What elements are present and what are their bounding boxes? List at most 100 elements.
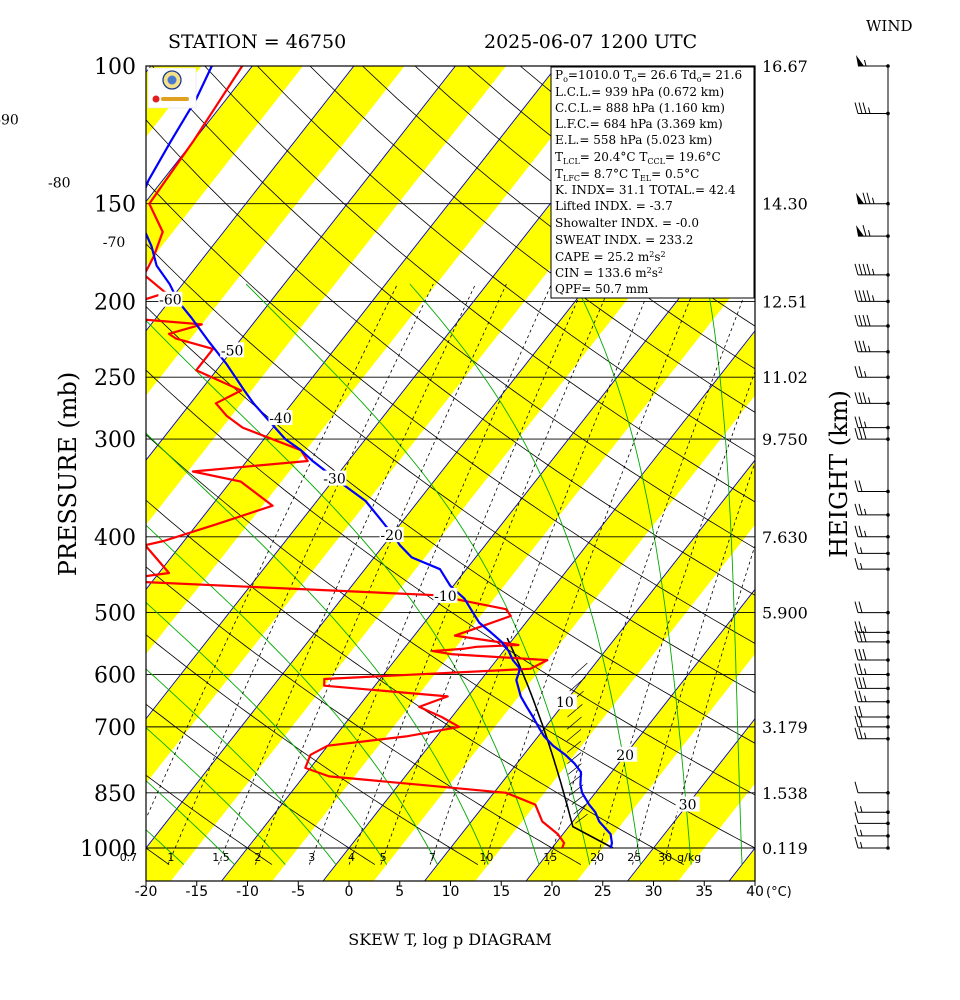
moist-adiabat: [146, 727, 286, 865]
isotherm-band: [146, 66, 608, 655]
isotherm-label-bg: [552, 694, 577, 710]
pressure-tick-label: 700: [94, 716, 136, 741]
wind-barb: [854, 503, 888, 516]
wind-barb: [854, 340, 888, 353]
mixing-ratio-line: [632, 460, 755, 865]
wind-barb: [856, 55, 888, 67]
temperature-axis: -20 -15 -10 -5 0 5 10 15 20 25 30 35 40: [135, 881, 764, 900]
x-tick-label: -20: [135, 884, 158, 900]
moist-adiabat: [146, 668, 337, 865]
isotherm-label-bg: [47, 174, 72, 190]
height-axis: 16.67 14.30 12.51 11.02 9.750 7.630 5.900 3.179…: [762, 57, 808, 858]
dry-adiabat: [146, 847, 170, 865]
isotherm-line: [424, 459, 755, 881]
wind-barb: [854, 836, 888, 849]
height-tick-label: 1.538: [762, 784, 808, 803]
mixing-ratio-label: 1: [167, 851, 174, 864]
isotherm-labels: -90 -80 -70 -60 -50 -40 -30 -20 -10 10 20 30: [0, 111, 700, 814]
wind-barb: [854, 102, 888, 114]
index-line-14: QPF= 50.7 mm: [555, 282, 649, 296]
mixing-ratio-label: 25: [627, 851, 641, 864]
pressure-tick-label: 1000: [80, 837, 136, 862]
mixing-ratio-line: [217, 283, 476, 865]
x-tick-label: 0: [345, 884, 354, 900]
moist-adiabat: [409, 283, 641, 865]
dewpoint-profile: [146, 66, 566, 849]
dry-adiabat: [146, 369, 755, 796]
index-line-1: Po=1010.0 To= 26.6 Tdo= 21.6: [555, 68, 742, 84]
isotherm-label-bg: [379, 527, 404, 543]
dry-adiabat: [146, 181, 755, 644]
isotherm-line: [322, 330, 755, 881]
pressure-tick-label: 300: [94, 428, 136, 453]
height-tick-label: 3.179: [762, 718, 808, 737]
wind-barb: [854, 314, 888, 327]
moist-adiabat: [574, 283, 692, 865]
wind-barb: [854, 648, 888, 661]
mixing-ratio-label: 0.7: [120, 851, 138, 864]
mixing-ratio-line: [547, 283, 750, 865]
mixing-ratio-label: 5: [380, 851, 387, 864]
mixing-ratio-line: [594, 370, 755, 865]
wind-barb: [854, 690, 888, 703]
index-line-2: L.C.L.= 939 hPa (0.672 km): [555, 85, 724, 99]
wind-barb: [854, 558, 888, 570]
dry-adiabat: [146, 119, 755, 596]
hatch-line: [566, 729, 582, 742]
mixing-ratio-label: 2: [254, 851, 261, 864]
hatch-line: [569, 677, 586, 692]
mixing-ratio-labels: 0.7 1 1.5 2 3 4 5 7 10 15 20 25 30 g/kg: [120, 851, 701, 864]
x-tick-label: -10: [236, 884, 259, 900]
pressure-tick-label: 600: [94, 664, 136, 689]
hatch-line: [566, 716, 582, 730]
wind-barb: [854, 392, 888, 404]
moist-adiabat: [146, 432, 489, 865]
moist-adiabat: [245, 283, 591, 865]
wind-barb: [854, 824, 888, 837]
mixing-ratio-label: 30: [658, 851, 672, 864]
index-line-8: K. INDX= 31.1 TOTAL.= 42.4: [555, 183, 736, 197]
moist-adiabat: [146, 524, 438, 865]
isotherm-label: -30: [323, 472, 346, 488]
wind-title: WIND: [866, 17, 913, 35]
wind-barb: [854, 677, 888, 689]
x-tick-label: 40: [746, 884, 764, 900]
pressure-tick-label: 100: [94, 55, 136, 80]
isotherm-label-bg: [158, 291, 183, 307]
index-line-7: TLFC= 8.7°C TEL= 0.5°C: [555, 167, 699, 183]
pressure-axis-title: PRESSURE (mb): [54, 372, 82, 577]
index-line-3: C.C.L.= 888 hPa (1.160 km): [555, 101, 725, 115]
pressure-axis: 100 150 200 250 300 400 500 600 700 850 1000: [80, 55, 136, 862]
index-line-6: TLCL= 20.4°C TCCL= 19.6°C: [555, 150, 721, 166]
moist-adiabat: [706, 283, 743, 865]
isotherm-label: -20: [380, 528, 403, 544]
isotherm-line: [146, 66, 253, 203]
pressure-tick-label: 250: [94, 366, 136, 391]
moist-adiabat: [146, 319, 540, 865]
isotherm-label-bg: [613, 746, 638, 762]
height-tick-label: 9.750: [762, 430, 808, 449]
pressure-tick-label: 150: [94, 193, 136, 218]
pressure-tick-label: 400: [94, 526, 136, 551]
mixing-ratio-line: [429, 283, 653, 865]
hatch-line: [567, 704, 583, 718]
hatch-line: [573, 804, 587, 815]
moist-adiabat: [146, 780, 235, 865]
isotherm-label: -70: [103, 235, 126, 251]
wind-barb: [854, 290, 888, 302]
isotherm-band: [146, 66, 405, 396]
mixing-ratio-line: [146, 283, 398, 820]
isotherm-label-bg: [322, 470, 347, 486]
isotherm-label: -50: [221, 343, 244, 359]
height-tick-label: 16.67: [762, 57, 808, 76]
hatch-line: [575, 813, 588, 824]
hatch-line: [567, 752, 582, 764]
mixing-ratio-label: 20: [590, 851, 604, 864]
isotherm-line: [525, 588, 755, 881]
isotherm-label-bg: [102, 234, 127, 250]
wind-barb: [854, 542, 888, 554]
wind-barb: [854, 812, 888, 824]
wind-barb: [854, 705, 888, 718]
mixing-ratio-unit: g/kg: [677, 851, 701, 864]
